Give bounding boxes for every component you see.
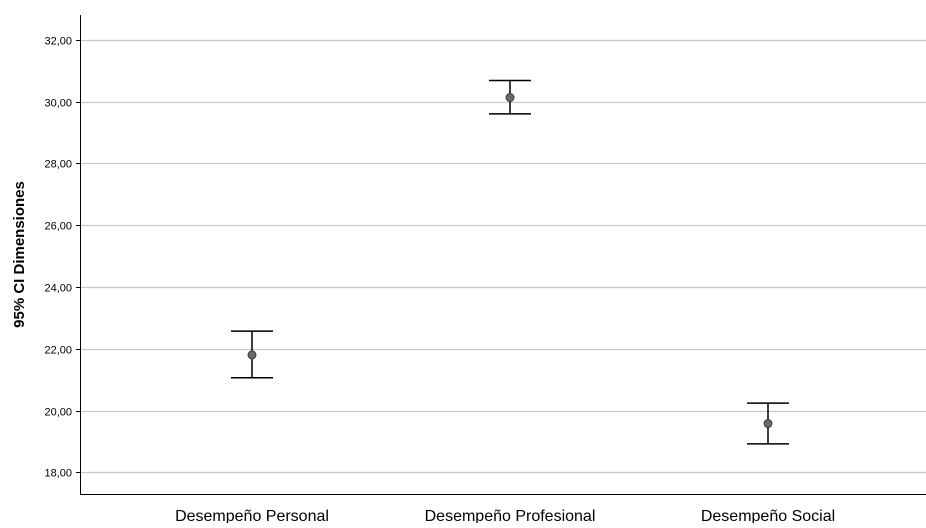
mean-marker <box>763 419 773 429</box>
errorbar-group <box>489 79 531 115</box>
y-tick-label: 26,00 <box>44 221 72 233</box>
y-axis-title: 95% CI Dimensiones <box>11 181 28 328</box>
x-category-label: Desempeño Profesional <box>425 508 596 523</box>
mean-marker <box>505 93 515 103</box>
y-tick-label: 24,00 <box>44 283 72 295</box>
mean-marker <box>247 350 257 360</box>
y-tick-label: 20,00 <box>44 407 72 419</box>
y-tick-label: 18,00 <box>44 468 72 480</box>
y-tick-label: 28,00 <box>44 159 72 171</box>
errorbar-group <box>231 330 273 379</box>
y-tick-label: 32,00 <box>44 36 72 48</box>
y-tick-label: 22,00 <box>44 345 72 357</box>
x-category-label: Desempeño Social <box>701 508 835 523</box>
errorbars <box>231 79 789 445</box>
axis-layer <box>76 15 926 495</box>
x-category-label: Desempeño Personal <box>175 508 329 523</box>
y-tick-label: 30,00 <box>44 98 72 110</box>
category-labels: Desempeño Personal Desempeño Profesional D… <box>175 508 835 525</box>
grid-layer <box>80 39 926 474</box>
tick-labels: 18,00 20,00 22,00 24,00 26,00 28,00 30,00 32,00 <box>44 36 72 480</box>
errorbar-group <box>747 402 789 445</box>
